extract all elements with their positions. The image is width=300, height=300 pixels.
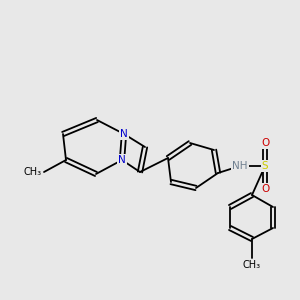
Text: O: O [261,138,269,148]
Text: CH₃: CH₃ [243,260,261,270]
Text: S: S [262,161,268,171]
Text: NH: NH [232,161,248,171]
Text: CH₃: CH₃ [24,167,42,177]
Text: N: N [118,155,126,165]
Text: N: N [120,129,128,139]
Text: O: O [261,184,269,194]
